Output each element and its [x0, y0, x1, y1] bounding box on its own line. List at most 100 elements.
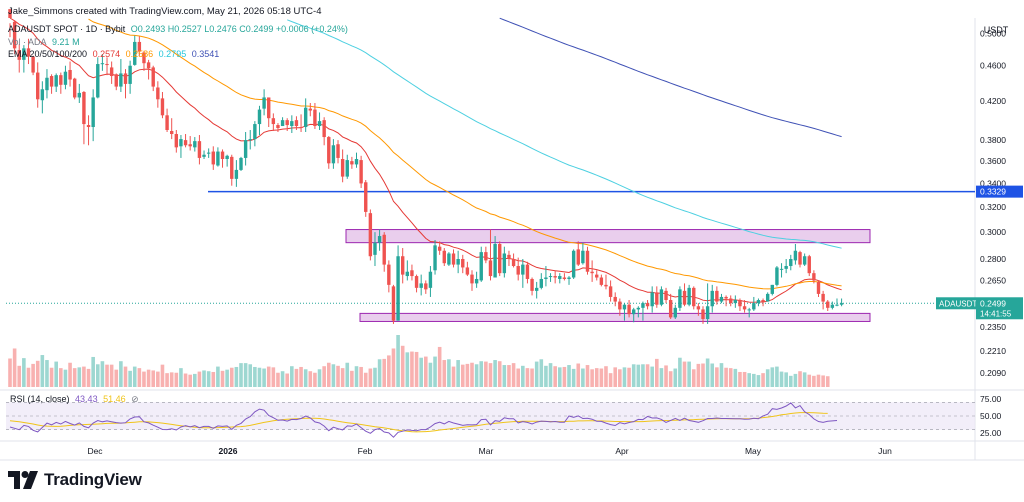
candle — [151, 65, 155, 92]
candle — [525, 261, 530, 284]
candle-body — [779, 268, 784, 270]
volume-bar — [271, 367, 276, 387]
volume-bar — [779, 371, 784, 387]
rsi-tick-label: 50.00 — [980, 411, 1002, 421]
volume-bar — [17, 365, 22, 387]
volume-bar — [659, 368, 664, 387]
candle — [239, 156, 243, 172]
candle-body — [271, 118, 276, 125]
rsi-label[interactable]: RSI (14, close) — [10, 394, 70, 404]
volume-bar — [825, 376, 830, 387]
candle-body — [419, 283, 423, 288]
candle — [364, 179, 368, 217]
candle-body — [567, 277, 571, 279]
volume-bar — [516, 368, 520, 387]
volume-bar — [363, 372, 368, 387]
symbol-label[interactable]: ADAUSDT SPOT · 1D · Bybit — [8, 24, 126, 34]
candle-body — [752, 303, 756, 310]
candle — [45, 69, 49, 99]
volume-bar — [728, 368, 733, 387]
y-tick-label: 0.2800 — [980, 254, 1006, 264]
candle — [160, 91, 165, 119]
candle — [465, 261, 470, 277]
volume-bar — [109, 364, 114, 387]
candle — [729, 295, 733, 307]
volume-bar — [248, 364, 253, 387]
candle — [627, 300, 631, 318]
candle — [322, 117, 326, 146]
volume-bar — [705, 358, 710, 387]
candle — [585, 246, 590, 275]
candle — [243, 132, 248, 166]
volume-bar — [225, 369, 229, 387]
volume-bar — [488, 363, 493, 387]
candle-body — [45, 77, 49, 91]
volume-bar — [253, 366, 257, 387]
candle-body — [465, 267, 470, 275]
volume-bar — [220, 370, 225, 387]
candle — [571, 249, 576, 279]
volume-bar — [400, 345, 405, 387]
candle — [590, 260, 594, 282]
volume-bar — [576, 363, 581, 387]
volume-bar — [368, 368, 373, 387]
volume-bar — [460, 364, 465, 387]
volume-bar — [715, 367, 719, 387]
candle — [437, 241, 442, 255]
candle — [382, 232, 386, 272]
candle-body — [59, 75, 63, 85]
volume-label[interactable]: Vol · ADA — [8, 37, 47, 47]
candle — [470, 270, 474, 291]
candle-body — [313, 109, 317, 127]
candle-body — [493, 244, 497, 278]
candle — [82, 91, 86, 145]
eye-icon[interactable]: ⊘ — [131, 394, 139, 404]
candle — [484, 246, 488, 264]
candle-body — [36, 72, 40, 100]
candle-body — [146, 62, 151, 69]
tradingview-logo[interactable]: TradingView — [8, 470, 142, 490]
candle-body — [243, 140, 248, 158]
y-tick-label: 0.3400 — [980, 178, 1006, 188]
candle — [137, 36, 142, 56]
volume-bar — [132, 366, 137, 387]
volume-bar — [641, 364, 645, 387]
candle-body — [109, 67, 114, 77]
candle-body — [368, 213, 373, 257]
volume-bar — [239, 363, 243, 387]
volume-bar — [474, 364, 479, 387]
ema-label[interactable]: EMA 20/50/100/200 — [8, 49, 88, 59]
volume-bar — [405, 352, 410, 387]
candle-body — [627, 304, 631, 315]
candle-body — [789, 259, 793, 267]
candle-body — [234, 169, 239, 179]
candle-body — [280, 120, 285, 127]
zone-resistance — [345, 229, 871, 244]
x-tick-label: Mar — [479, 446, 494, 456]
candle — [687, 284, 691, 307]
candle-body — [174, 134, 179, 148]
candle — [257, 105, 262, 136]
candle-body — [696, 306, 701, 310]
volume-bar — [359, 366, 363, 387]
candle — [516, 257, 520, 281]
volume-bar — [571, 368, 576, 387]
candle — [299, 114, 303, 133]
volume-bar — [119, 361, 123, 387]
volume-bar — [294, 368, 299, 387]
ema-legend: EMA 20/50/100/200 0.2574 0.2586 0.2795 0… — [8, 49, 222, 59]
volume-bar — [354, 366, 359, 387]
candle — [253, 121, 257, 147]
candle — [562, 273, 567, 281]
candle-body — [511, 259, 516, 267]
volume-bar — [530, 368, 534, 387]
candle-body — [137, 41, 142, 52]
volume-bar — [322, 366, 326, 387]
candle — [613, 292, 617, 307]
candle — [387, 260, 391, 293]
volume-bar — [72, 368, 77, 387]
candle — [391, 284, 396, 324]
candle-body — [128, 65, 132, 84]
candle — [636, 306, 641, 318]
